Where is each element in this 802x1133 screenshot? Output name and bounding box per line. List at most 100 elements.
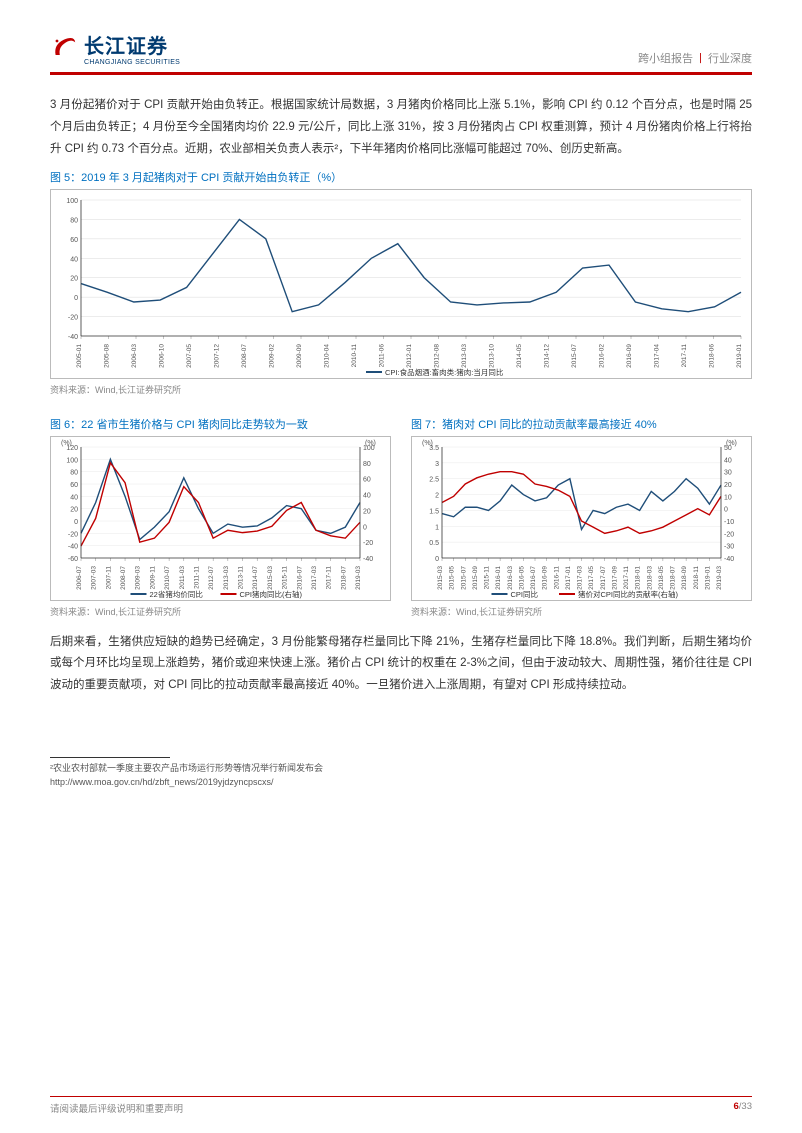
logo-text: 长江证券 CHANGJIANG SECURITIES [84,30,180,66]
svg-text:2018-06: 2018-06 [709,343,716,367]
svg-text:2013-03: 2013-03 [461,343,468,367]
fig5-title: 图 5：2019 年 3 月起猪肉对于 CPI 贡献开始由负转正（%） [50,169,752,185]
svg-text:(%): (%) [61,440,72,447]
footnote-rule [50,757,170,758]
svg-text:2017-01: 2017-01 [565,565,572,589]
svg-text:2018-05: 2018-05 [658,565,665,589]
svg-text:2005-08: 2005-08 [104,343,111,367]
svg-text:3: 3 [435,460,439,467]
svg-text:2017-03: 2017-03 [577,565,584,589]
page-total: /33 [739,1101,752,1112]
page-footer: 请阅读最后评级说明和重要声明 6/33 [50,1096,752,1115]
svg-text:2011-11: 2011-11 [193,565,200,588]
svg-text:40: 40 [70,256,78,263]
svg-text:2012-08: 2012-08 [434,343,441,367]
fig6-col: 图 6：22 省市生猪价格与 CPI 猪肉同比走势较为一致 -60-40-200… [50,410,391,632]
svg-text:40: 40 [70,494,78,501]
logo-block: 长江证券 CHANGJIANG SECURITIES [50,30,180,66]
svg-text:22省猪均价同比: 22省猪均价同比 [150,589,204,599]
svg-text:60: 60 [70,236,78,243]
svg-text:2011-03: 2011-03 [179,565,186,589]
svg-text:-20: -20 [68,531,78,538]
svg-text:20: 20 [70,275,78,282]
svg-text:0: 0 [74,519,78,526]
svg-text:2019-03: 2019-03 [355,565,362,589]
svg-text:2016-07: 2016-07 [296,565,303,589]
svg-text:2015-05: 2015-05 [449,565,456,589]
charts-row: 图 6：22 省市生猪价格与 CPI 猪肉同比走势较为一致 -60-40-200… [50,410,752,632]
svg-text:2006-07: 2006-07 [76,565,83,589]
svg-text:30: 30 [724,469,732,476]
svg-text:2013-03: 2013-03 [223,565,230,589]
svg-text:2018-03: 2018-03 [646,565,653,589]
svg-text:20: 20 [724,482,732,489]
svg-text:60: 60 [70,482,78,489]
svg-text:2018-07: 2018-07 [670,565,677,589]
svg-text:2006-10: 2006-10 [159,343,166,367]
svg-text:1: 1 [435,524,439,531]
svg-text:CPI:食品烟酒:畜肉类:猪肉:当月同比: CPI:食品烟酒:畜肉类:猪肉:当月同比 [385,367,504,377]
svg-text:猪价对CPI同比的贡献率(右轴): 猪价对CPI同比的贡献率(右轴) [578,589,678,599]
svg-text:2007-12: 2007-12 [214,343,221,367]
svg-text:0: 0 [74,295,78,302]
svg-text:2008-07: 2008-07 [120,565,127,589]
svg-text:2013-10: 2013-10 [489,343,496,367]
svg-text:2015-11: 2015-11 [484,565,491,589]
svg-text:-60: -60 [68,556,78,563]
page-container: 长江证券 CHANGJIANG SECURITIES 跨小组报告丨行业深度 3 … [0,0,802,809]
svg-text:2016-02: 2016-02 [599,343,606,367]
svg-text:2017-11: 2017-11 [623,565,630,589]
svg-text:40: 40 [724,457,732,464]
svg-text:2009-11: 2009-11 [149,565,156,589]
svg-text:0: 0 [435,556,439,563]
fig6-chart: -60-40-20020406080100120-40-200204060801… [50,436,391,601]
svg-text:2012-07: 2012-07 [208,565,215,589]
footer-pagenum: 6/33 [733,1101,752,1115]
svg-text:2010-04: 2010-04 [324,343,331,367]
svg-text:2015-09: 2015-09 [472,565,479,589]
svg-text:2017-05: 2017-05 [588,565,595,589]
svg-text:2019-01: 2019-01 [736,343,743,367]
svg-text:80: 80 [70,217,78,224]
svg-text:2017-11: 2017-11 [326,565,333,589]
svg-text:2017-09: 2017-09 [611,565,618,589]
fig5-chart: -40-200204060801002005-012005-082006-032… [50,189,752,379]
svg-text:2016-09: 2016-09 [542,565,549,589]
fig7-title: 图 7：猪肉对 CPI 同比的拉动贡献率最高接近 40% [411,416,752,432]
svg-text:2013-11: 2013-11 [238,565,245,589]
svg-text:60: 60 [363,476,371,483]
svg-text:2016-03: 2016-03 [507,565,514,589]
svg-text:2019-01: 2019-01 [704,565,711,589]
svg-text:1.5: 1.5 [429,508,439,515]
svg-text:2006-03: 2006-03 [131,343,138,367]
svg-text:(%): (%) [365,440,376,447]
svg-text:-10: -10 [724,519,734,526]
footnote-1: ²农业农村部就一季度主要农产品市场运行形势等情况举行新闻发布会 [50,762,752,776]
svg-text:2015-11: 2015-11 [282,565,289,589]
svg-text:2015-03: 2015-03 [267,565,274,589]
svg-text:2: 2 [435,492,439,499]
svg-text:2014-07: 2014-07 [252,565,259,589]
svg-text:2015-07: 2015-07 [460,565,467,589]
svg-text:-40: -40 [68,543,78,550]
svg-text:2009-09: 2009-09 [296,343,303,367]
paragraph-1: 3 月份起猪价对于 CPI 贡献开始由负转正。根据国家统计局数据，3 月猪肉价格… [50,95,752,161]
paragraph-2: 后期来看，生猪供应短缺的趋势已经确定，3 月份能繁母猪存栏量同比下降 21%，生… [50,632,752,698]
svg-text:2018-07: 2018-07 [340,565,347,589]
header-category: 跨小组报告丨行业深度 [638,50,752,66]
fig7-source: 资料来源：Wind,长江证券研究所 [411,605,752,618]
svg-text:0: 0 [724,506,728,513]
fig6-source: 资料来源：Wind,长江证券研究所 [50,605,391,618]
svg-text:2009-02: 2009-02 [269,343,276,367]
svg-text:2007-03: 2007-03 [91,565,98,589]
header-cat-b: 行业深度 [708,53,752,65]
svg-text:2008-07: 2008-07 [241,343,248,367]
logo-icon [50,34,78,62]
svg-text:2016-07: 2016-07 [530,565,537,589]
svg-text:2014-12: 2014-12 [544,343,551,367]
svg-text:-40: -40 [68,334,78,341]
logo-cn: 长江证券 [84,30,180,59]
svg-text:2016-11: 2016-11 [553,565,560,589]
svg-text:2017-07: 2017-07 [600,565,607,589]
svg-text:2015-07: 2015-07 [571,343,578,367]
